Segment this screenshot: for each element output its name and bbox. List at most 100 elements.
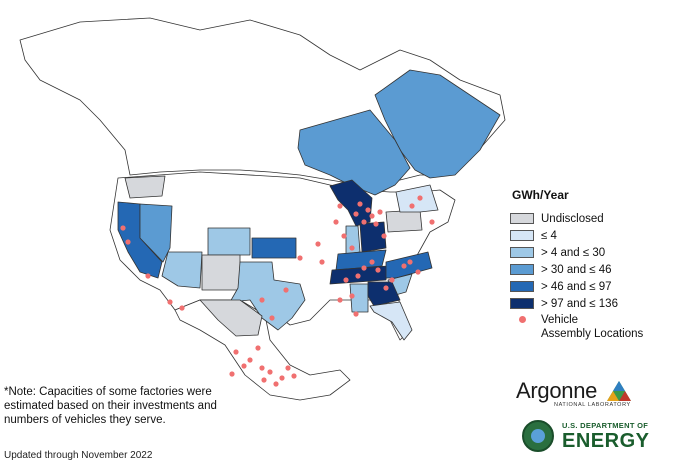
vehicle-assembly-marker	[167, 299, 173, 305]
region-pennsylvania	[385, 209, 423, 233]
vehicle-assembly-marker	[369, 213, 375, 219]
vehicle-assembly-marker	[233, 349, 239, 355]
vehicle-assembly-marker	[120, 225, 126, 231]
doe-energy-text: ENERGY	[562, 430, 650, 452]
doe-department-text: U.S. DEPARTMENT OF	[562, 421, 649, 430]
vehicle-assembly-marker	[279, 375, 285, 381]
vehicle-assembly-marker	[273, 381, 279, 387]
vehicle-assembly-marker	[401, 263, 407, 269]
doe-logo: U.S. DEPARTMENT OF ENERGY	[522, 420, 672, 456]
legend-title: GWh/Year	[512, 188, 569, 202]
argonne-wordmark: Argonne	[516, 378, 598, 403]
region-mexico-north	[199, 299, 263, 337]
vehicle-assembly-marker	[247, 357, 253, 363]
vehicle-assembly-marker	[125, 239, 131, 245]
vehicle-assembly-marker	[261, 377, 267, 383]
vehicle-assembly-marker	[259, 297, 265, 303]
vehicle-assembly-marker	[145, 273, 151, 279]
legend-swatch	[510, 264, 534, 275]
vehicle-assembly-marker	[417, 195, 423, 201]
vehicle-assembly-markers	[120, 195, 435, 387]
legend-label: ≤ 4	[541, 229, 557, 242]
vehicle-assembly-marker	[365, 207, 371, 213]
legend-item: > 30 and ≤ 46	[510, 261, 670, 278]
vehicle-assembly-marker	[341, 233, 347, 239]
vehicle-assembly-marker	[381, 233, 387, 239]
vehicle-assembly-marker	[241, 363, 247, 369]
vehicle-assembly-marker	[409, 203, 415, 209]
legend-item: ≤ 4	[510, 227, 670, 244]
vehicle-assembly-marker	[291, 373, 297, 379]
legend-label: Undisclosed	[541, 212, 604, 225]
region-arizona	[161, 251, 203, 289]
vehicle-assembly-marker	[369, 259, 375, 265]
vehicle-assembly-marker	[375, 267, 381, 273]
legend-item: > 97 and ≤ 136	[510, 295, 670, 312]
vehicle-assembly-marker	[337, 203, 343, 209]
region-nevada	[139, 203, 173, 263]
vehicle-assembly-marker	[259, 365, 265, 371]
region-georgia	[367, 281, 401, 307]
argonne-subtitle: NATIONAL LABORATORY	[554, 402, 631, 408]
vehicle-assembly-marker	[353, 211, 359, 217]
vehicle-assembly-marker	[269, 315, 275, 321]
legend-marker-line1: Vehicle	[541, 314, 579, 326]
legend-swatch	[510, 281, 534, 292]
vehicle-assembly-marker	[373, 221, 379, 227]
legend-label: > 46 and ≤ 97	[541, 280, 612, 293]
legend-marker-row: Vehicle Assembly Locations	[510, 313, 670, 341]
region-north-carolina	[385, 251, 433, 279]
vehicle-assembly-marker	[229, 371, 235, 377]
legend-marker-line2: Assembly Locations	[541, 328, 644, 340]
vehicle-assembly-marker	[353, 311, 359, 317]
argonne-logo: Argonne NATIONAL LABORATORY	[516, 378, 661, 408]
legend-marker-dot	[510, 316, 534, 323]
vehicle-assembly-marker	[355, 273, 361, 279]
legend-swatch	[510, 298, 534, 309]
region-florida	[369, 301, 413, 341]
updated-date: Updated through November 2022	[4, 450, 153, 461]
region-colorado	[207, 227, 251, 256]
vehicle-assembly-marker	[415, 269, 421, 275]
vehicle-assembly-marker	[297, 255, 303, 261]
vehicle-assembly-marker	[349, 293, 355, 299]
vehicle-assembly-marker	[407, 259, 413, 265]
vehicle-assembly-marker	[333, 219, 339, 225]
legend-item: Undisclosed	[510, 210, 670, 227]
map-legend: GWh/Year Undisclosed ≤ 4 > 4 and ≤ 30 > 30 …	[510, 188, 670, 341]
vehicle-assembly-marker	[349, 245, 355, 251]
vehicle-assembly-marker	[361, 219, 367, 225]
vehicle-assembly-marker	[179, 305, 185, 311]
legend-label: > 4 and ≤ 30	[541, 246, 606, 259]
region-kentucky	[335, 249, 387, 271]
legend-label: > 30 and ≤ 46	[541, 263, 612, 276]
vehicle-assembly-marker	[319, 259, 325, 265]
vehicle-assembly-marker	[285, 365, 291, 371]
vehicle-assembly-marker	[283, 287, 289, 293]
vehicle-assembly-marker	[377, 209, 383, 215]
legend-marker-label: Vehicle Assembly Locations	[541, 313, 643, 341]
region-new-mexico	[201, 254, 241, 291]
vehicle-assembly-marker	[389, 277, 395, 283]
legend-item: > 46 and ≤ 97	[510, 278, 670, 295]
legend-item: > 4 and ≤ 30	[510, 244, 670, 261]
legend-swatch	[510, 230, 534, 241]
region-alabama	[349, 283, 369, 313]
region-kansas	[251, 237, 297, 259]
vehicle-assembly-marker	[255, 345, 261, 351]
argonne-triangle-icon	[606, 381, 631, 401]
vehicle-assembly-marker	[383, 285, 389, 291]
doe-seal-icon	[522, 420, 554, 452]
vehicle-assembly-marker	[337, 297, 343, 303]
vehicle-assembly-marker	[357, 201, 363, 207]
region-new-york	[395, 184, 439, 213]
legend-swatch	[510, 213, 534, 224]
vehicle-assembly-marker	[315, 241, 321, 247]
vehicle-assembly-marker	[267, 369, 273, 375]
legend-swatch	[510, 247, 534, 258]
region-ontario	[297, 109, 411, 196]
vehicle-assembly-marker	[343, 277, 349, 283]
legend-label: > 97 and ≤ 136	[541, 297, 618, 310]
vehicle-assembly-marker	[361, 265, 367, 271]
